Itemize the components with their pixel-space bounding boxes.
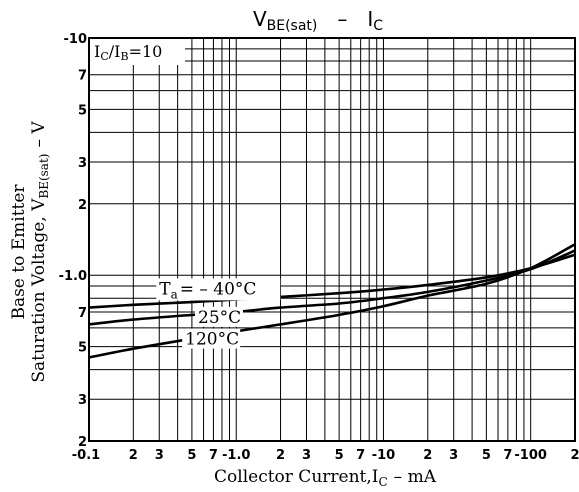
x-tick-label: 3 [449,448,458,463]
chart-title: VBE(sat) – IC [253,7,383,34]
x-tick-label: 7 [209,448,218,463]
y-tick-label: 5 [78,341,87,356]
series-label-minus40c: Ta = – 40°C [159,279,256,301]
series-line-25c [88,249,576,326]
x-tick-label: 7 [356,448,365,463]
x-tick-label: -100 [514,448,547,463]
y-tick-label: 2 [78,198,87,213]
x-tick-label: 2 [570,448,579,463]
x-axis-label: Collector Current,IC – mA [214,467,437,489]
grid [88,38,576,442]
x-tick-label: 7 [503,448,512,463]
y-tick-label: 3 [78,393,87,408]
x-tick-label: -10 [372,448,396,463]
x-tick-label: -1.0 [222,448,250,463]
curve-labels: Ta = – 40°C 25°C 120°C [156,278,281,350]
plot-frame [88,37,576,442]
x-tick-label: 5 [335,448,344,463]
series-line-120c [88,243,576,359]
y-tick-label: 2 [78,435,87,450]
annotation-text: IC/IB=10 [94,42,162,63]
curves [88,243,576,359]
y-tick-label: 7 [78,69,87,84]
x-tick-label: 2 [129,448,138,463]
x-tick-label: 5 [187,448,196,463]
y-tick-label: -1.0 [59,269,87,284]
x-tick-label: 2 [423,448,432,463]
series-label-25c: 25°C [198,308,241,328]
y-tick-label: 7 [78,306,87,321]
x-tick-label: 2 [276,448,285,463]
x-tick-label: 3 [155,448,164,463]
annotation-box [89,38,185,65]
y-axis-label-line2: Saturation Voltage, VBE(sat)– V [29,121,51,383]
series-line-minus40c [88,253,576,309]
y-tick-label: 5 [78,103,87,118]
y-tick-label: 3 [78,156,87,171]
y-axis-label: Base to Emitter Saturation Voltage, VBE(… [9,121,51,383]
series-label-120c: 120°C [185,330,239,350]
x-tick-labels: -0.1 2 3 5 7 -1.0 2 3 5 7 -10 2 3 5 7 -100 2 [72,448,579,463]
y-axis-label-line1: Base to Emitter [9,184,29,320]
x-tick-label: 5 [482,448,491,463]
x-tick-label: -0.1 [72,448,100,463]
x-tick-label: 3 [302,448,311,463]
y-tick-label: -10 [64,32,88,47]
y-tick-labels: 2 3 5 7 -1.0 2 3 5 7 -10 [59,32,87,450]
